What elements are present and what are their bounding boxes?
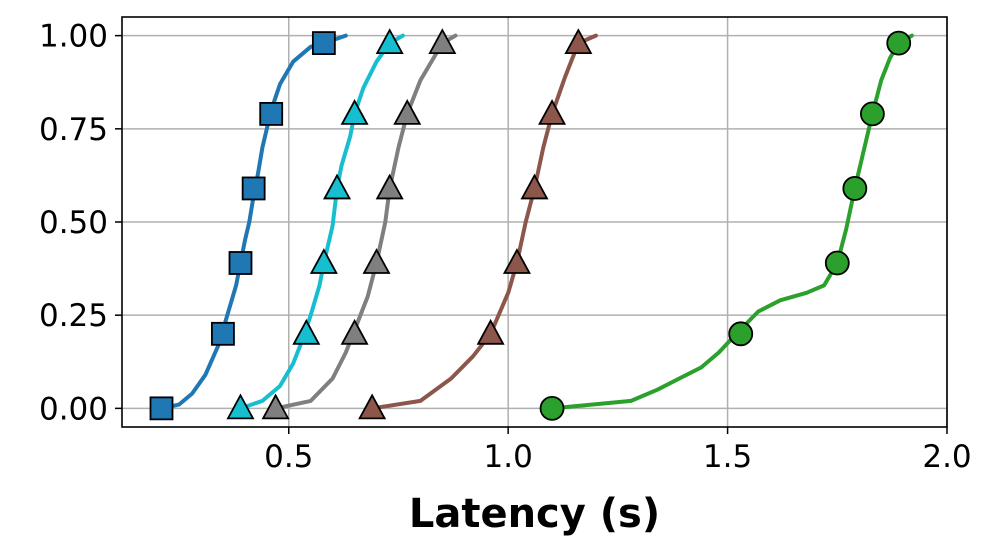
- data-point: [292, 318, 321, 345]
- y-tick-label: 0.00: [39, 391, 108, 427]
- data-point: [859, 101, 885, 127]
- y-tick-label: 1.00: [39, 19, 108, 55]
- data-point: [538, 99, 567, 125]
- data-point: [842, 176, 868, 201]
- data-point: [358, 393, 387, 420]
- data-point: [311, 31, 336, 55]
- data-point: [228, 251, 253, 275]
- axis-ticks: 0.5 1.0 1.5 2.0 0.00 0.25 0.50 0.75 1.00: [39, 19, 972, 475]
- data-point: [564, 28, 593, 54]
- series-line: [273, 33, 458, 411]
- x-axis-title: Latency (s): [409, 491, 660, 537]
- data-point: [476, 318, 505, 345]
- data-point: [539, 395, 565, 421]
- x-tick-label: 2.0: [922, 439, 971, 475]
- data-point: [375, 28, 404, 54]
- data-point: [502, 248, 531, 274]
- data-point: [323, 173, 352, 200]
- x-tick-label: 0.5: [264, 439, 313, 475]
- grid-lines: [122, 17, 948, 427]
- data-point: [259, 102, 284, 126]
- data-point: [340, 99, 369, 125]
- series-line: [550, 33, 914, 411]
- data-point: [211, 321, 235, 346]
- data-point: [340, 318, 369, 345]
- data-point: [393, 99, 422, 125]
- data-point: [824, 250, 850, 276]
- series-line: [238, 33, 405, 411]
- y-tick-label: 0.75: [39, 112, 108, 148]
- data-point: [261, 393, 290, 420]
- data-point: [375, 173, 404, 200]
- series-markers: [149, 28, 912, 421]
- data-point: [520, 173, 549, 200]
- data-point: [362, 248, 391, 274]
- x-tick-label: 1.0: [484, 439, 533, 475]
- data-point: [728, 321, 754, 347]
- y-tick-label: 0.25: [39, 298, 108, 334]
- data-point: [886, 30, 912, 56]
- data-point: [226, 393, 255, 420]
- data-point: [241, 176, 266, 201]
- y-tick-label: 0.50: [39, 205, 108, 241]
- data-point: [428, 28, 457, 54]
- x-tick-label: 1.5: [703, 439, 752, 475]
- series-line: [159, 33, 348, 411]
- series-lines: [159, 33, 914, 411]
- data-point: [149, 396, 174, 421]
- series-line: [370, 33, 598, 411]
- data-point: [309, 248, 338, 274]
